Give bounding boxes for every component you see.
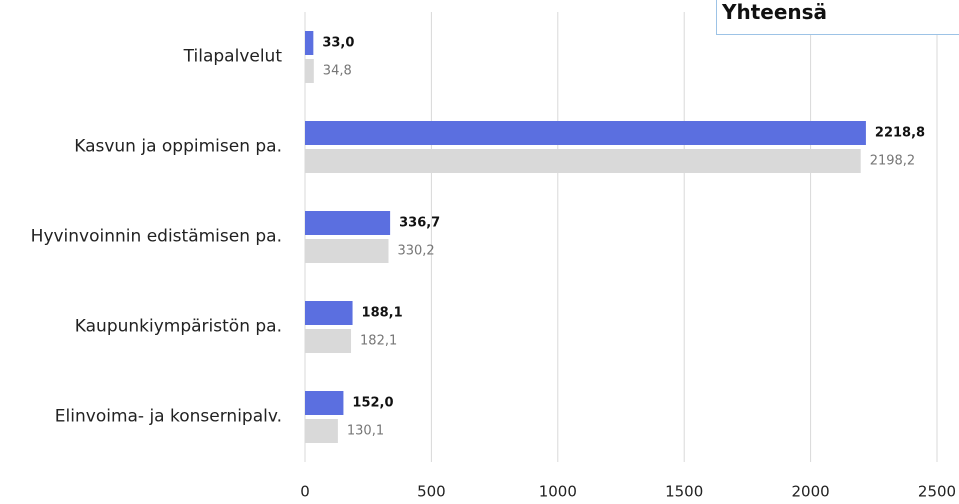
value-label: 2198,2 xyxy=(870,154,916,169)
bar xyxy=(305,329,352,353)
bar xyxy=(305,419,338,443)
y-tick-label: Hyvinvoinnin edistämisen pa. xyxy=(30,226,282,247)
bar xyxy=(305,31,314,55)
y-tick-label-box: Elinvoima- ja konsernipalv. xyxy=(0,405,282,430)
y-tick-label: Tilapalvelut xyxy=(183,46,282,67)
y-tick-label-box: Kaupunkiympäristön pa. xyxy=(0,315,282,340)
value-label: 152,0 xyxy=(352,396,393,411)
value-label: 330,2 xyxy=(397,244,434,259)
x-tick-label: 2500 xyxy=(918,483,956,501)
bar xyxy=(305,211,391,235)
bar xyxy=(305,301,353,325)
bar xyxy=(305,239,389,263)
value-label: 33,0 xyxy=(322,36,354,51)
y-tick-label: Elinvoima- ja konsernipalv. xyxy=(54,406,282,427)
x-tick-label: 1000 xyxy=(539,483,577,501)
value-label: 130,1 xyxy=(347,424,384,439)
x-tick-label: 0 xyxy=(300,483,310,501)
y-tick-label: Kasvun ja oppimisen pa. xyxy=(74,136,282,157)
x-tick-label: 1500 xyxy=(665,483,703,501)
y-tick-label: Kaupunkiympäristön pa. xyxy=(74,316,282,337)
y-tick-label-box: Hyvinvoinnin edistämisen pa. xyxy=(0,225,282,250)
bar xyxy=(305,391,344,415)
bar xyxy=(305,59,314,83)
value-label: 182,1 xyxy=(360,334,397,349)
bar xyxy=(305,149,861,173)
x-tick-label: 500 xyxy=(417,483,446,501)
value-label: 336,7 xyxy=(399,216,440,231)
annotation-box: Yhteensä xyxy=(716,0,959,35)
annotation: Yhteensä xyxy=(722,0,828,24)
value-label: 34,8 xyxy=(323,64,352,79)
y-tick-label-box: Kasvun ja oppimisen pa. xyxy=(0,135,282,160)
value-label: 2218,8 xyxy=(875,126,925,141)
y-tick-label-box: Tilapalvelut xyxy=(0,45,282,70)
bar xyxy=(305,121,866,145)
value-label: 188,1 xyxy=(362,306,403,321)
x-tick-label: 2000 xyxy=(792,483,830,501)
